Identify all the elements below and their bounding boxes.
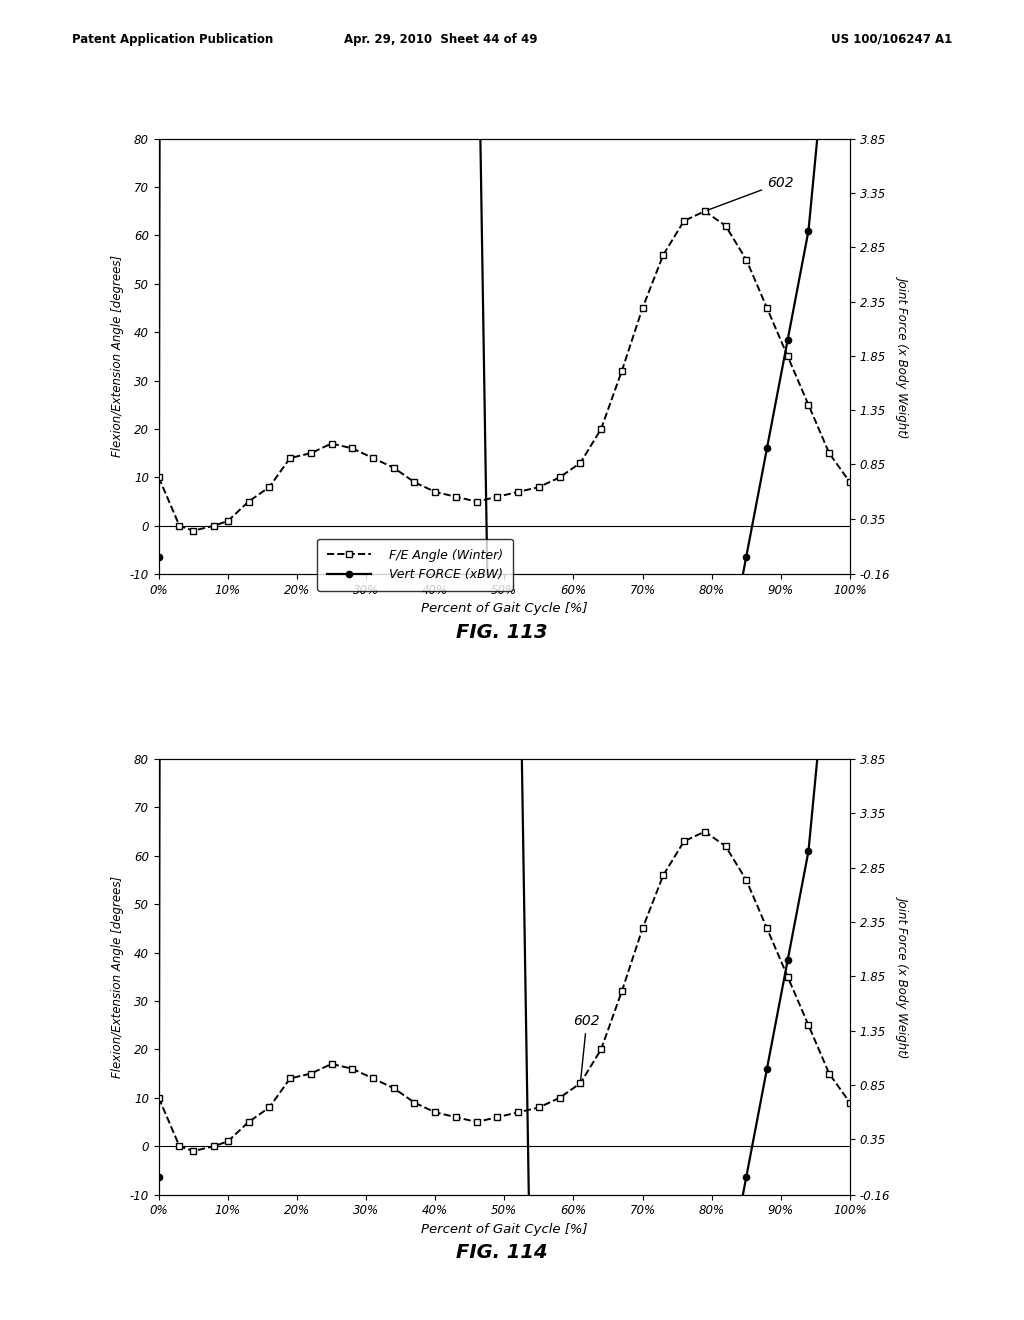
Y-axis label: Flexion/Extension Angle [degrees]: Flexion/Extension Angle [degrees] xyxy=(112,255,124,458)
Text: 602: 602 xyxy=(708,176,794,210)
X-axis label: Percent of Gait Cycle [%]: Percent of Gait Cycle [%] xyxy=(421,602,588,615)
Text: FIG. 114: FIG. 114 xyxy=(456,1243,548,1262)
Y-axis label: Joint Force (x Body Weight): Joint Force (x Body Weight) xyxy=(897,276,909,437)
Text: FIG. 113: FIG. 113 xyxy=(456,623,548,642)
Text: 602: 602 xyxy=(573,1014,600,1081)
Y-axis label: Joint Force (x Body Weight): Joint Force (x Body Weight) xyxy=(897,896,909,1057)
X-axis label: Percent of Gait Cycle [%]: Percent of Gait Cycle [%] xyxy=(421,1222,588,1236)
Legend:   F/E Angle (Winter),   Vert FORCE (xBW): F/E Angle (Winter), Vert FORCE (xBW) xyxy=(317,539,513,591)
Text: US 100/106247 A1: US 100/106247 A1 xyxy=(831,33,952,46)
Text: Apr. 29, 2010  Sheet 44 of 49: Apr. 29, 2010 Sheet 44 of 49 xyxy=(344,33,537,46)
Y-axis label: Flexion/Extension Angle [degrees]: Flexion/Extension Angle [degrees] xyxy=(112,875,124,1078)
Text: Patent Application Publication: Patent Application Publication xyxy=(72,33,273,46)
